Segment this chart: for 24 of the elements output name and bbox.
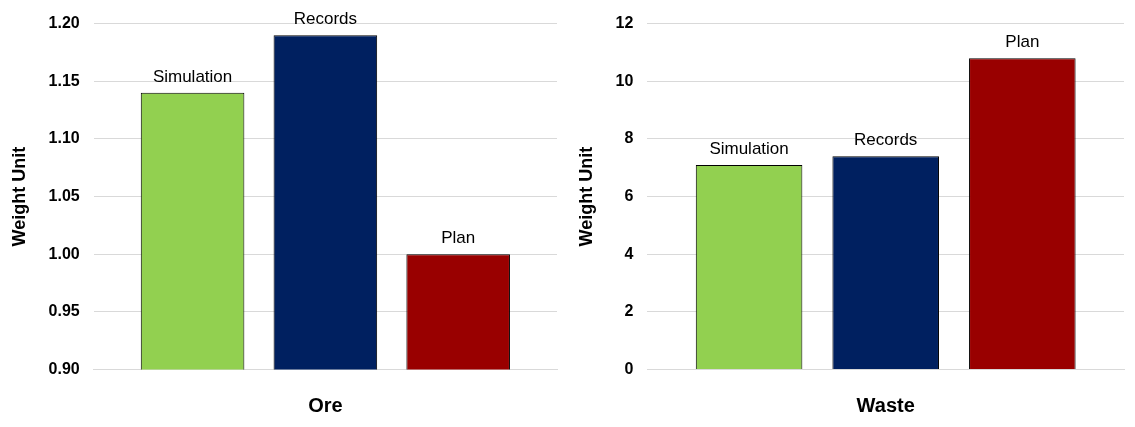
y-axis-title: Weight Unit bbox=[575, 146, 596, 247]
series-label: Plan bbox=[1005, 32, 1040, 52]
series-label: Records bbox=[854, 130, 918, 150]
y-tick-label: 10 bbox=[615, 71, 634, 89]
y-tick-label: 1.10 bbox=[48, 129, 80, 147]
x-axis-title: Waste bbox=[856, 393, 915, 416]
y-axis-title: Weight Unit bbox=[8, 146, 29, 247]
y-tick-label: 1.05 bbox=[48, 187, 80, 205]
series-label: Simulation bbox=[152, 66, 233, 86]
y-tick-label: 0.90 bbox=[48, 360, 80, 378]
y-tick-label: 1.20 bbox=[48, 14, 80, 32]
y-tick-label: 0.95 bbox=[48, 302, 80, 320]
y-tick-label: 4 bbox=[624, 244, 634, 262]
series-label: Simulation bbox=[709, 139, 789, 159]
y-tick-label: 2 bbox=[624, 302, 634, 320]
series-label: Plan bbox=[441, 228, 476, 248]
y-tick-label: 6 bbox=[624, 187, 634, 205]
x-axis-title: Ore bbox=[308, 393, 343, 416]
y-tick-label: 12 bbox=[615, 14, 634, 32]
y-tick-label: 0 bbox=[624, 360, 634, 378]
y-tick-label: 1.00 bbox=[48, 244, 80, 262]
series-label: Records bbox=[293, 9, 358, 29]
y-tick-label: 8 bbox=[624, 129, 634, 147]
y-tick-label: 1.15 bbox=[48, 71, 80, 89]
